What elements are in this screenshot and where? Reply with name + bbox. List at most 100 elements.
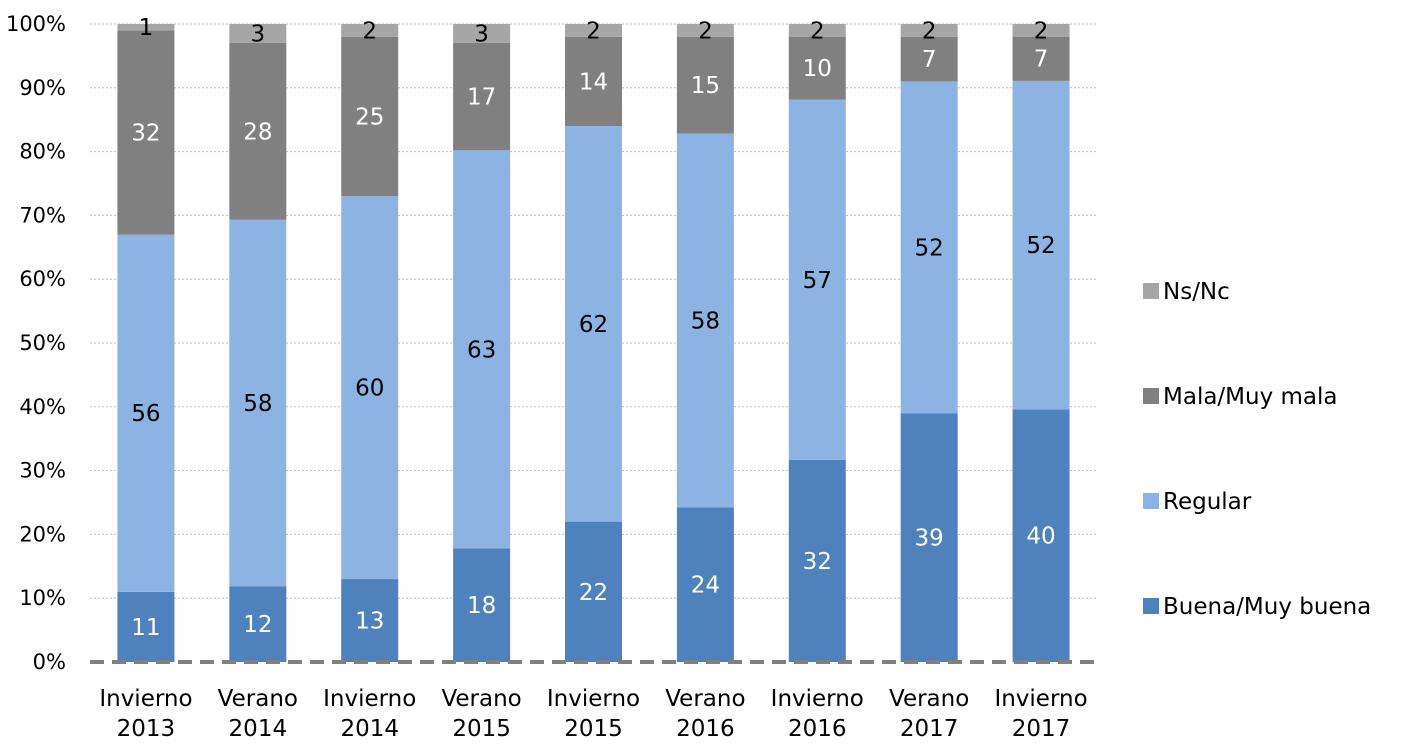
x-tick-label: Verano — [441, 686, 521, 712]
legend: Ns/Nc Mala/Muy mala Regular Buena/Muy buena — [1143, 279, 1371, 620]
bar-segment — [900, 413, 958, 662]
bar-segment — [117, 591, 175, 662]
data-label: 11 — [131, 615, 160, 641]
data-label: 22 — [579, 580, 608, 606]
x-tick-label: 2014 — [229, 716, 288, 742]
data-label: 13 — [355, 609, 384, 635]
data-label: 62 — [579, 312, 608, 338]
x-tick-label: Invierno — [547, 686, 640, 712]
x-tick-label: 2014 — [340, 716, 399, 742]
x-tick-label: Verano — [218, 686, 298, 712]
legend-swatch — [1143, 388, 1159, 404]
legend-label: Buena/Muy buena — [1163, 594, 1371, 620]
bar-segment — [676, 36, 734, 134]
x-tick-label: 2017 — [900, 716, 959, 742]
data-label: 10 — [803, 56, 832, 82]
data-label: 32 — [131, 120, 160, 146]
bar-segment — [676, 507, 734, 662]
bar-segment — [229, 42, 287, 220]
y-tick-label: 20% — [19, 522, 66, 546]
data-label: 40 — [1026, 524, 1055, 550]
x-tick-label: 2015 — [564, 716, 623, 742]
bar-segment — [117, 30, 175, 235]
data-label: 57 — [803, 268, 832, 294]
x-tick-label: 2016 — [788, 716, 847, 742]
data-label: 58 — [691, 308, 720, 334]
x-tick-label: 2013 — [117, 716, 176, 742]
bar-segment — [565, 126, 622, 522]
y-tick-label: 100% — [6, 12, 66, 36]
data-label: 28 — [243, 119, 272, 145]
data-label: 2 — [362, 18, 377, 44]
bar-segment — [788, 24, 846, 37]
x-tick-label: Invierno — [994, 686, 1087, 712]
bar-segment — [900, 81, 958, 414]
data-label: 2 — [810, 18, 825, 44]
data-label: 63 — [467, 337, 496, 363]
data-label: 12 — [243, 612, 272, 638]
x-tick-label: Invierno — [323, 686, 416, 712]
data-label: 2 — [698, 18, 713, 44]
bar-segment — [900, 36, 958, 82]
data-label: 60 — [355, 376, 384, 402]
bar-segment — [1012, 36, 1070, 81]
data-label: 17 — [467, 85, 496, 111]
data-label: 3 — [251, 21, 266, 47]
data-label: 7 — [1034, 47, 1049, 73]
legend-swatch — [1143, 283, 1159, 299]
legend-label: Regular — [1163, 489, 1252, 515]
bar-segment — [565, 36, 622, 127]
bar-segment — [676, 24, 734, 37]
bar-segment — [229, 586, 287, 662]
bar-segment — [341, 579, 399, 662]
data-label: 2 — [922, 18, 937, 44]
y-tick-label: 70% — [19, 203, 66, 227]
bar-segment — [788, 36, 846, 100]
bar-segment — [341, 36, 399, 197]
data-label: 25 — [355, 105, 384, 131]
data-label: 18 — [467, 593, 496, 619]
data-label: 2 — [1034, 18, 1049, 44]
bar-segment — [788, 459, 846, 662]
bar-segment — [229, 24, 287, 43]
y-tick-label: 80% — [19, 140, 66, 164]
bar-segment — [229, 219, 287, 587]
x-tick-label: 2015 — [452, 716, 511, 742]
x-tick-label: 2017 — [1012, 716, 1071, 742]
data-label: 14 — [579, 69, 608, 95]
bar-segment — [1012, 24, 1070, 37]
data-label: 52 — [1026, 233, 1055, 259]
bar-segment — [788, 99, 846, 460]
data-label: 7 — [922, 47, 937, 73]
y-tick-label: 30% — [19, 459, 66, 483]
legend-label: Mala/Muy mala — [1163, 384, 1338, 410]
y-tick-label: 50% — [19, 331, 66, 355]
bar-segment — [117, 234, 175, 592]
data-label: 24 — [691, 573, 720, 599]
data-label: 56 — [131, 401, 160, 427]
y-tick-label: 90% — [19, 76, 66, 100]
x-axis: Invierno 2013 Verano 2014 Invierno 2014 Verano… — [90, 660, 1097, 742]
data-label: 1 — [139, 15, 154, 41]
y-tick-label: 10% — [19, 586, 66, 610]
y-axis-ticks: 0% 10% 20% 30% 40% 50% 60% 70% 80% 90% 100% — [6, 12, 66, 674]
bar-segment — [565, 24, 622, 37]
data-label: 3 — [474, 21, 489, 47]
bar-segment — [341, 196, 399, 580]
bars — [117, 24, 1070, 662]
data-label: 39 — [915, 526, 944, 552]
y-tick-label: 0% — [33, 650, 66, 674]
bar-segment — [1012, 409, 1070, 662]
legend-label: Ns/Nc — [1163, 279, 1230, 305]
data-label: 32 — [803, 549, 832, 575]
bar-segment — [676, 133, 734, 508]
x-tick-label: 2016 — [676, 716, 735, 742]
x-tick-label: Verano — [889, 686, 969, 712]
x-tick-label: Invierno — [99, 686, 192, 712]
bar-segment — [453, 24, 511, 43]
legend-swatch — [1143, 598, 1159, 614]
bar-segment — [453, 548, 511, 662]
x-tick-label: Invierno — [771, 686, 864, 712]
